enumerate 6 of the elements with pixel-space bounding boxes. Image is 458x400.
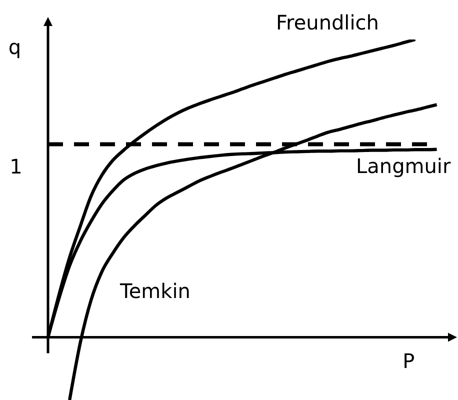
series-label: Temkin <box>119 279 190 303</box>
series-label: Langmuir <box>356 154 452 178</box>
y-axis-title: q <box>8 35 22 59</box>
x-axis-title: P <box>402 349 415 374</box>
ref-line-label: 1 <box>10 154 22 178</box>
series-label: Freundlich <box>276 10 379 34</box>
